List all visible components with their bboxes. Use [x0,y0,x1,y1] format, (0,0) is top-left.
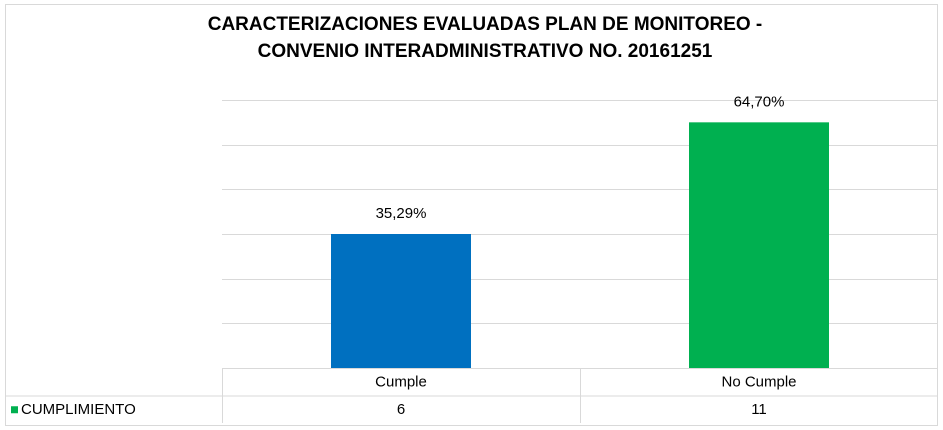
chart-title: CONVENIO INTERADMINISTRATIVO NO. 2016125… [258,41,713,62]
chart-title: CARACTERIZACIONES EVALUADAS PLAN DE MONI… [208,14,763,35]
legend-label: CUMPLIMIENTO [21,401,136,418]
data-label: 35,29% [376,205,427,222]
table-value: 11 [751,401,767,418]
bar [331,234,471,368]
x-tick-label: No Cumple [721,374,796,391]
bar [689,122,829,368]
legend-swatch [11,406,18,414]
table-value: 6 [397,401,405,418]
data-label: 64,70% [734,93,785,110]
x-tick-label: Cumple [375,374,427,391]
